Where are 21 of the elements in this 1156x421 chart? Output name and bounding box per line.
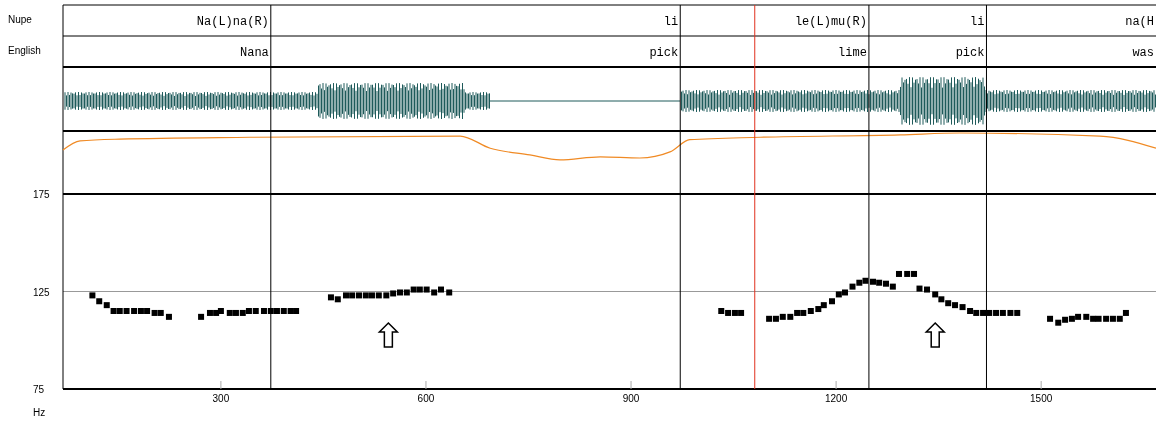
y-tick-label: 125 (33, 286, 51, 298)
text: na(H (1125, 15, 1154, 29)
text: lime (838, 46, 867, 60)
x-tick-label: 900 (622, 393, 640, 404)
x-tick-label: 600 (417, 393, 435, 404)
text: Nupe (8, 14, 33, 25)
x-tick-label: 300 (212, 393, 230, 404)
text: English (8, 45, 41, 56)
y-axis-title: Hz (33, 407, 46, 418)
text: Nana (239, 46, 269, 60)
y-tick-label: 175 (33, 189, 51, 200)
text: le(L)mu(R) (794, 15, 867, 29)
text: was (1132, 46, 1154, 60)
x-tick-label: 1200 (824, 393, 848, 404)
text: pick (649, 46, 679, 60)
text: Na(L)na(R) (196, 15, 269, 29)
text: pick (955, 46, 985, 60)
text: li (663, 15, 679, 29)
y-tick-label: 75 (33, 384, 45, 395)
x-tick-label: 1500 (1030, 393, 1053, 404)
text: li (970, 15, 985, 29)
